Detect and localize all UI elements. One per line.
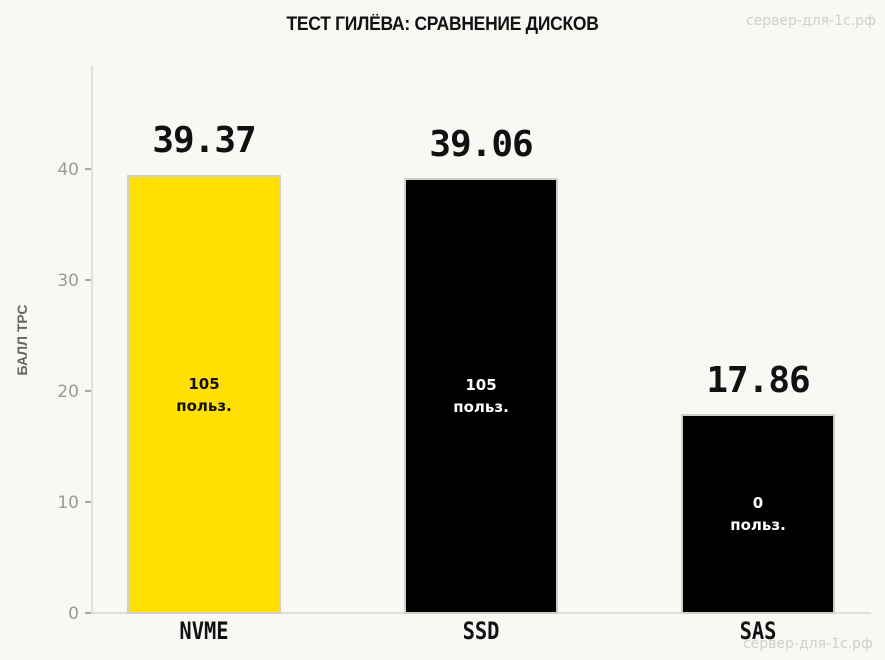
users-unit: польз. (176, 396, 232, 415)
category-label-ssd: SSD (462, 617, 500, 645)
bar-value-label: 39.06 (429, 124, 533, 165)
users-unit: польз. (730, 516, 786, 534)
bar-value-label: 17.86 (706, 360, 810, 401)
y-tick (85, 279, 91, 281)
y-axis-line (91, 66, 93, 614)
y-tick (85, 168, 91, 170)
bar-value-label: 39.37 (152, 120, 256, 161)
users-count: 105 (465, 376, 497, 394)
watermark-bottom: сервер-для-1с.рф (742, 636, 873, 652)
bar-nvme: 105 польз. (127, 175, 281, 614)
y-tick-label: 10 (57, 493, 79, 513)
y-tick-label: 0 (68, 604, 79, 624)
bar-ssd: 105 польз. (404, 178, 558, 614)
users-count: 105 (188, 374, 220, 393)
y-tick (85, 390, 91, 392)
watermark-top: сервер-для-1с.рф (745, 13, 876, 29)
users-unit: польз. (453, 398, 509, 416)
users-count: 0 (752, 494, 764, 512)
bar-users-annotation: 105 польз. (406, 374, 556, 418)
bar-users-annotation: 0 польз. (683, 492, 833, 536)
y-axis-label: БАЛЛ ТРС (14, 304, 30, 376)
y-tick (85, 612, 91, 614)
y-tick-label: 20 (57, 382, 79, 402)
bar-users-annotation: 105 польз. (129, 373, 279, 417)
y-tick-label: 40 (57, 160, 79, 180)
y-tick-label: 30 (57, 271, 79, 291)
bar-sas: 0 польз. (681, 414, 835, 614)
category-label-nvme: NVME (179, 617, 229, 645)
chart-title: ТЕСТ ГИЛЁВА: СРАВНЕНИЕ ДИСКОВ (286, 14, 599, 35)
category-label-sas: SAS (739, 617, 777, 645)
y-tick (85, 501, 91, 503)
